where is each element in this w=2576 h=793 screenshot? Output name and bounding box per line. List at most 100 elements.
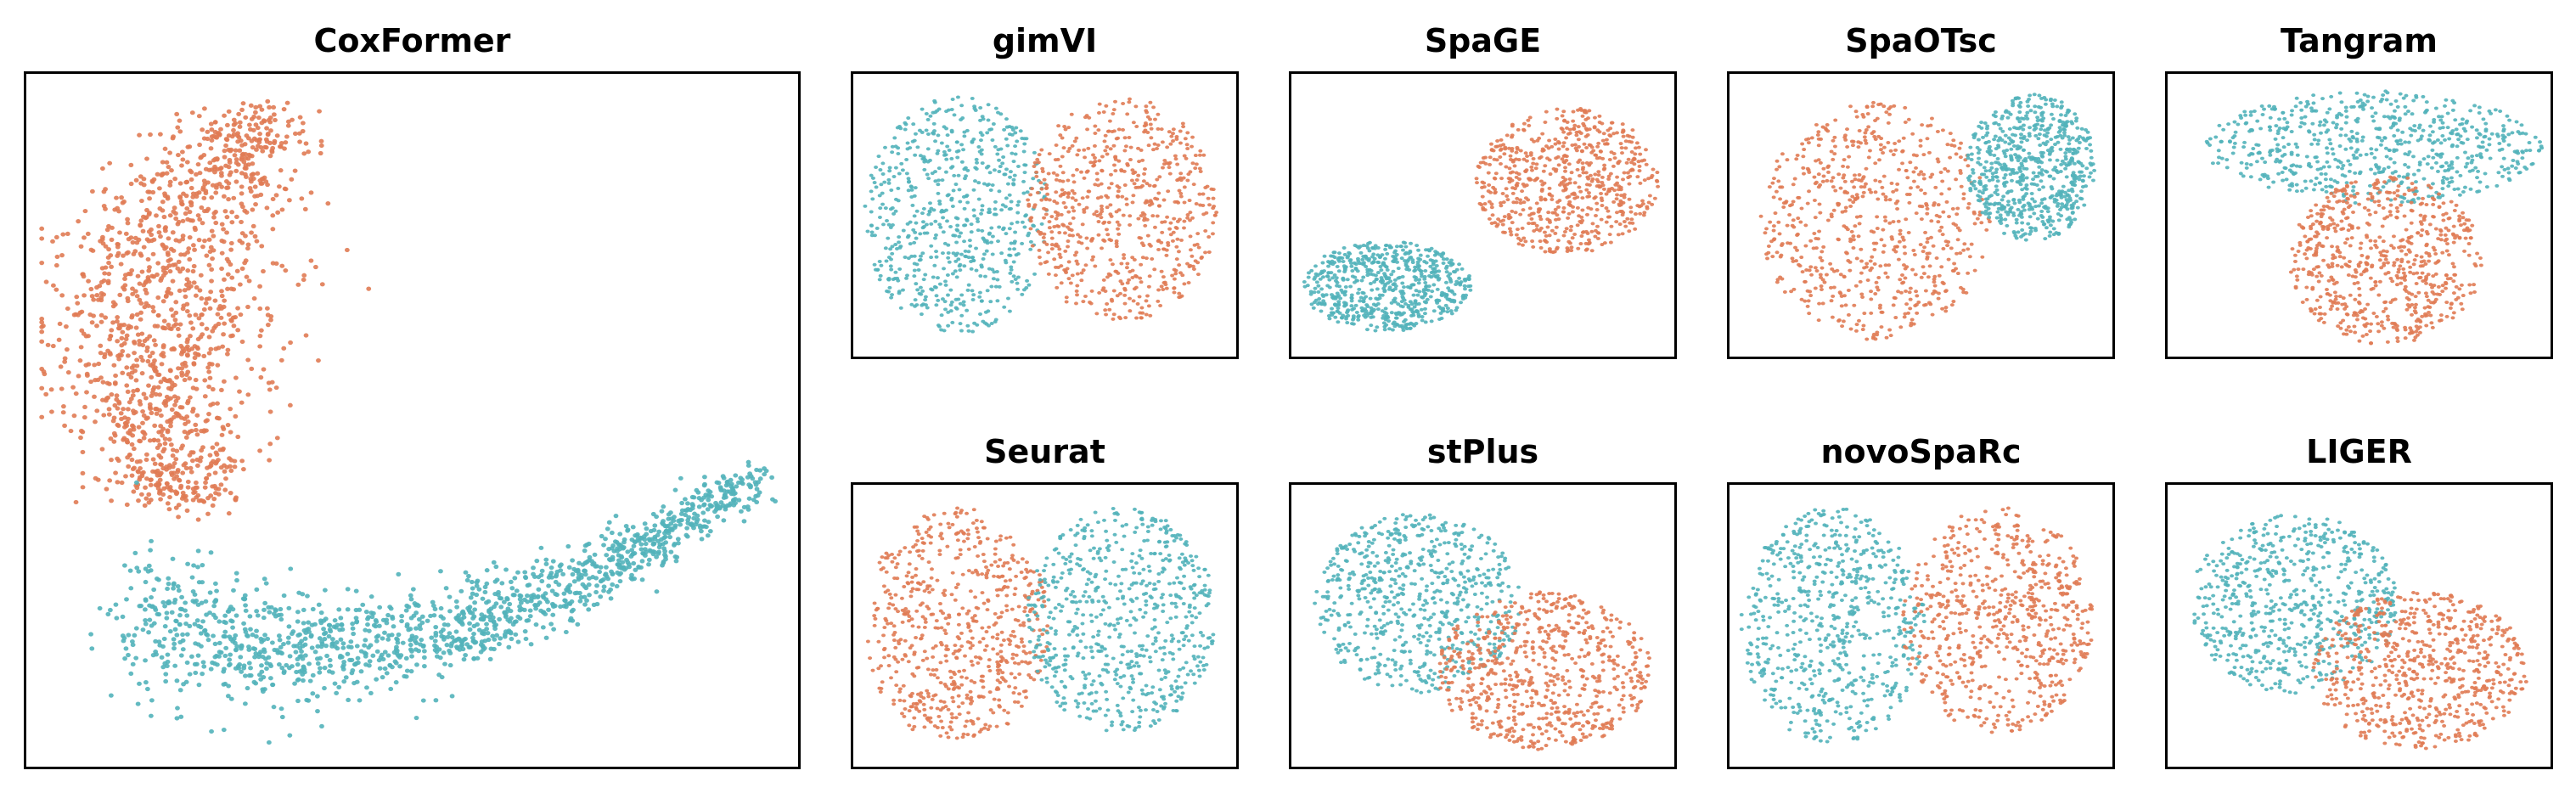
scatter-point [667,534,673,540]
scatter-point [1601,187,1606,191]
scatter-point [1104,194,1109,198]
scatter-point [1449,312,1454,316]
scatter-point [155,295,161,301]
scatter-point [1140,256,1145,260]
scatter-point [287,402,293,408]
scatter-point [1477,201,1482,205]
scatter-point [962,167,967,172]
scatter-point [1584,212,1589,217]
scatter-point [1369,306,1374,310]
scatter-point [350,621,356,627]
scatter-point [157,442,163,447]
scatter-point [925,132,931,136]
scatter-point [364,685,369,690]
scatter-point [969,267,974,271]
scatter-point [1413,301,1418,305]
scatter-point [1364,303,1370,307]
scatter-point [920,107,925,111]
scatter-point [1566,211,1572,216]
scatter-point [487,614,492,620]
scatter-point [1139,148,1144,152]
scatter-point [887,166,892,170]
scatter-point [1156,112,1161,116]
scatter-point [942,153,947,157]
scatter-point [957,234,962,239]
scatter-point [98,343,104,348]
scatter-point [672,523,678,528]
scatter-point [254,587,260,592]
scatter-point [128,586,134,591]
scatter-point [668,510,673,515]
scatter-point [145,189,151,194]
scatter-point [479,612,485,617]
scatter-point [1177,217,1182,222]
scatter-point [1179,238,1184,242]
scatter-point [1459,301,1464,305]
scatter-point [604,574,610,579]
scatter-point [219,266,224,272]
scatter-point [147,265,152,270]
scatter-point [1177,188,1182,193]
scatter-point [190,326,196,331]
scatter-point [1164,286,1169,290]
scatter-point [106,412,112,417]
scatter-point [1534,223,1539,228]
scatter-point [567,589,573,594]
scatter-point [915,288,920,292]
scatter-point [39,329,45,335]
scatter-point [174,374,179,380]
scatter-point [1538,198,1544,202]
scatter-point [1143,167,1147,172]
scatter-point [1020,220,1025,224]
scatter-point [397,664,402,669]
scatter-point [257,306,263,312]
scatter-point [62,356,68,361]
scatter-point [467,644,473,650]
scatter-point [1070,143,1075,148]
scatter-point [1341,259,1346,263]
scatter-point [289,631,295,637]
scatter-point [1178,191,1184,195]
scatter-point [1340,256,1345,261]
scatter-point [1319,287,1325,291]
scatter-point [114,393,120,398]
scatter-point [303,141,309,146]
scatter-point [289,177,295,182]
scatter-point [129,365,135,370]
scatter-point [167,150,172,155]
scatter-point [1399,291,1404,295]
scatter-point [204,253,210,258]
scatter-point [267,387,273,392]
scatter-point [1156,247,1161,251]
scatter-point [53,287,59,292]
scatter-point [1002,305,1007,309]
scatter-point [953,269,958,273]
scatter-point [1609,150,1614,155]
scatter-point [1408,326,1413,330]
scatter-point [1060,136,1065,140]
scatter-point [543,557,549,562]
scatter-point [332,618,338,623]
scatter-point [1349,304,1354,308]
scatter-point [942,149,947,154]
scatter-point [904,172,909,176]
scatter-point [188,465,194,470]
scatter-point [1145,294,1150,298]
scatter-point [1145,130,1150,134]
scatter-point [909,194,914,199]
scatter-point [144,345,150,350]
scatter-point [199,498,204,503]
scatter-point [235,328,241,333]
scatter-point [1158,303,1163,307]
scatter-point [1148,100,1153,104]
scatter-point [447,631,453,636]
scatter-point [121,340,127,346]
scatter-point [1569,249,1574,253]
scatter-point [1375,325,1380,329]
scatter-point [1139,306,1145,310]
scatter-point [945,144,950,149]
scatter-point [201,106,207,111]
scatter-point [139,370,145,376]
scatter-point [1124,266,1129,270]
scatter-point [158,380,164,385]
